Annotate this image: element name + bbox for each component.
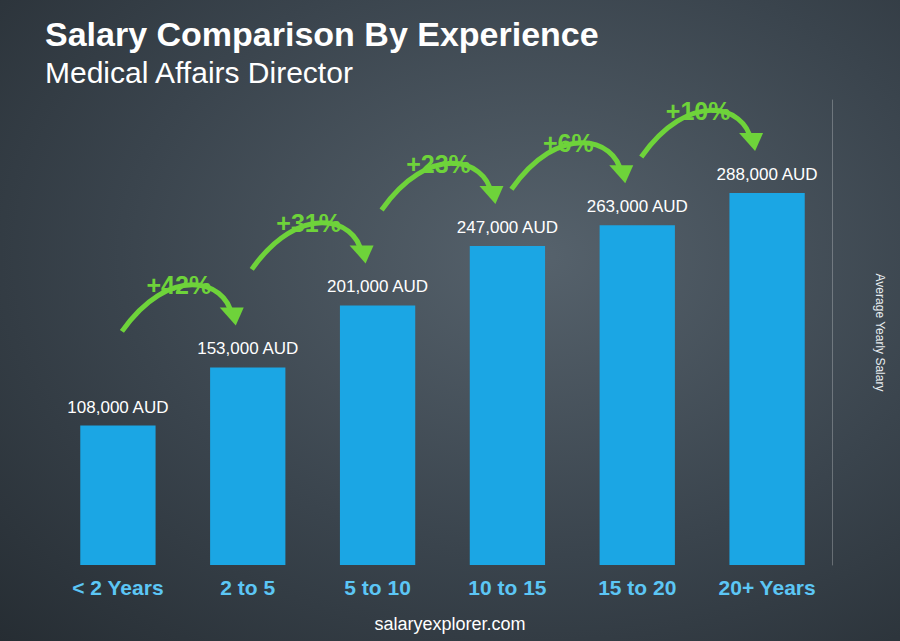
svg-text:263,000 AUD: 263,000 AUD bbox=[587, 197, 688, 216]
svg-text:+23%: +23% bbox=[406, 150, 471, 178]
svg-text:2 to 5: 2 to 5 bbox=[220, 576, 275, 599]
svg-text:20+ Years: 20+ Years bbox=[719, 576, 816, 599]
svg-text:+6%: +6% bbox=[543, 129, 594, 157]
svg-text:salaryexplorer.com: salaryexplorer.com bbox=[374, 614, 525, 634]
svg-text:+31%: +31% bbox=[276, 209, 341, 237]
svg-text:153,000 AUD: 153,000 AUD bbox=[197, 339, 298, 358]
svg-text:247,000 AUD: 247,000 AUD bbox=[457, 218, 558, 237]
svg-text:+42%: +42% bbox=[147, 271, 212, 299]
svg-text:15 to 20: 15 to 20 bbox=[598, 576, 676, 599]
svg-text:+10%: +10% bbox=[666, 97, 731, 125]
svg-text:Average Yearly Salary: Average Yearly Salary bbox=[873, 274, 887, 392]
svg-text:10 to 15: 10 to 15 bbox=[468, 576, 547, 599]
svg-text:108,000 AUD: 108,000 AUD bbox=[67, 398, 168, 417]
svg-text:5 to 10: 5 to 10 bbox=[344, 576, 411, 599]
svg-text:288,000 AUD: 288,000 AUD bbox=[717, 165, 818, 184]
svg-text:Medical Affairs Director: Medical Affairs Director bbox=[45, 56, 353, 89]
svg-text:201,000 AUD: 201,000 AUD bbox=[327, 277, 428, 296]
svg-text:< 2 Years: < 2 Years bbox=[72, 576, 163, 599]
svg-text:Salary Comparison By Experienc: Salary Comparison By Experience bbox=[45, 15, 599, 53]
